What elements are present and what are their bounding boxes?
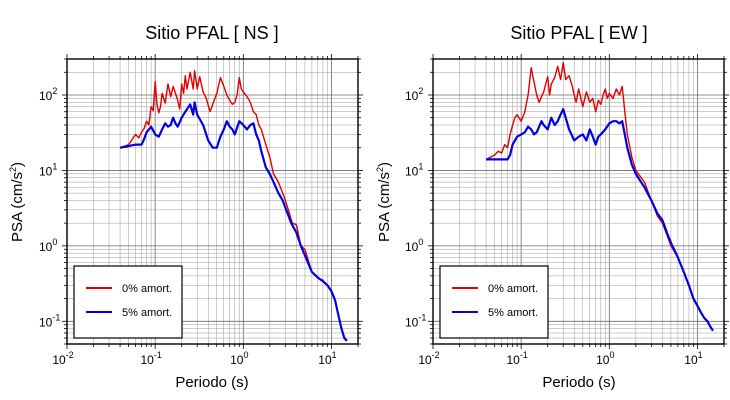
x-tick-label: 100 [596,350,614,367]
plot-series [119,70,348,342]
x-tick-exp: -1 [154,350,162,360]
chart-ns: Sitio PFAL [ NS ] Periodo (s) PSA (cm/s2… [8,23,363,391]
y-tick-base: 10 [39,89,53,103]
y-tick-base: 10 [39,164,53,178]
y-tick-base: 10 [39,240,53,254]
x-tick-base: 10 [230,353,244,367]
y-tick-exp: 2 [52,86,57,96]
y-axis-label-main: PSA (cm/s [9,172,26,242]
y-tick-label: 100 [405,237,423,254]
y-axis-label-sup: 2 [375,167,385,172]
chart-title: Sitio PFAL [ NS ] [145,23,278,43]
x-tick-base: 10 [140,353,154,367]
y-tick-label: 102 [405,86,423,103]
y-tick-label: 100 [39,237,57,254]
legend-label-0: 0% amort. [122,283,172,295]
x-tick-label: 101 [318,350,336,367]
x-tick-label: 101 [684,350,702,367]
x-tick-exp: 1 [332,350,337,360]
x-tick-label: 10-2 [52,350,73,367]
x-tick-base: 10 [318,353,332,367]
x-tick-exp: 0 [609,350,614,360]
y-tick-exp: 0 [52,237,57,247]
y-tick-label: 101 [405,161,423,178]
legend: 0% amort. 5% amort. [439,265,549,339]
y-tick-exp: 2 [418,86,423,96]
legend-box [73,265,183,339]
x-tick-exp: -2 [432,350,440,360]
y-axis-label-main: PSA (cm/s [376,172,393,242]
legend-label-0: 0% amort. [488,283,538,295]
x-tick-label: 10-2 [418,350,439,367]
chart-title: Sitio PFAL [ EW ] [510,23,647,43]
x-tick-base: 10 [596,353,610,367]
y-tick-base: 10 [405,89,419,103]
x-tick-exp: 0 [243,350,248,360]
x-tick-label: 10-1 [506,350,527,367]
x-tick-label: 10-1 [140,350,161,367]
x-tick-base: 10 [418,353,432,367]
legend: 0% amort. 5% amort. [73,265,183,339]
series-line-damped [486,108,714,332]
plot-series [485,61,714,332]
y-tick-base: 10 [405,315,419,329]
legend-box [439,265,549,339]
legend-label-1: 5% amort. [488,307,538,319]
x-tick-exp: 1 [698,350,703,360]
x-tick-base: 10 [52,353,66,367]
y-axis-label-end: ) [376,162,393,167]
y-axis-label-end: ) [9,162,26,167]
y-tick-label: 10-1 [405,312,426,329]
y-tick-exp: -1 [52,312,60,322]
y-tick-base: 10 [39,315,53,329]
y-tick-base: 10 [405,164,419,178]
legend-label-1: 5% amort. [122,307,172,319]
y-tick-exp: 1 [52,161,57,171]
y-tick-label: 10-1 [39,312,60,329]
x-tick-label: 100 [230,350,248,367]
y-tick-exp: 1 [418,161,423,171]
x-tick-exp: -1 [520,350,528,360]
y-tick-exp: -1 [418,312,426,322]
y-tick-base: 10 [405,240,419,254]
x-axis-label: Periodo (s) [542,374,615,391]
series-line-undamped [119,70,348,342]
y-tick-exp: 0 [418,237,423,247]
chart-ew: Sitio PFAL [ EW ] Periodo (s) PSA (cm/s2… [375,23,729,391]
plot-frame [432,58,725,345]
y-tick-label: 102 [39,86,57,103]
plot-frame [66,58,359,345]
x-tick-exp: -2 [66,350,74,360]
series-line-damped [119,101,348,342]
x-tick-base: 10 [506,353,520,367]
y-axis-label: PSA (cm/s2) [375,162,393,242]
y-axis-label: PSA (cm/s2) [8,162,26,242]
y-tick-label: 101 [39,161,57,178]
x-tick-base: 10 [684,353,698,367]
y-axis-label-sup: 2 [8,167,18,172]
x-axis-label: Periodo (s) [175,374,248,391]
